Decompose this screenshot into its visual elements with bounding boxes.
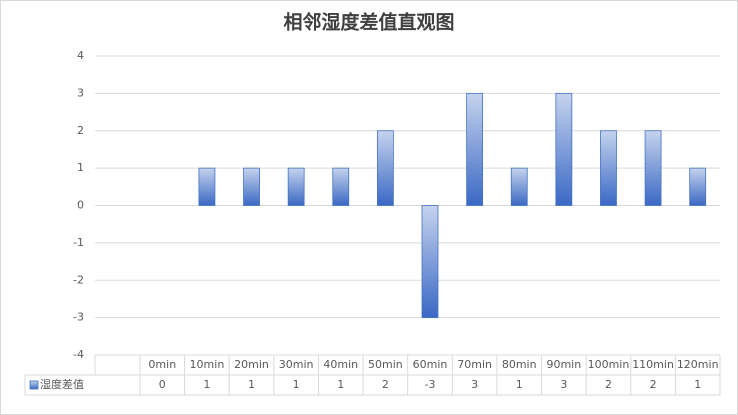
legend-key [29,380,39,390]
x-tick-label: 30min [279,358,314,371]
x-tick-label: 50min [368,358,403,371]
x-tick-label: 80min [502,358,537,371]
table-value: 3 [560,378,567,391]
y-tick-label: 1 [77,161,84,174]
x-tick-label: 70min [457,358,492,371]
bar [332,167,350,206]
table-value: -3 [425,378,436,391]
y-tick-label: 2 [77,124,84,137]
bar [466,92,484,206]
x-tick-label: 100min [588,358,630,371]
legend-label: 湿度差值 [40,377,84,391]
y-tick-label: -4 [73,348,84,361]
y-tick-label: -3 [73,311,84,324]
bar [510,167,528,206]
x-tick-label: 20min [234,358,269,371]
x-tick-label: 40min [323,358,358,371]
bar [198,167,216,206]
table-value: 1 [203,378,210,391]
bar [644,130,662,206]
y-tick-label: 0 [77,199,84,212]
chart-title: 相邻湿度差值直观图 [283,10,454,33]
table-value: 1 [694,378,701,391]
table-value: 1 [248,378,255,391]
table-value: 1 [516,378,523,391]
table-value: 0 [159,378,166,391]
x-tick-label: 0min [148,358,176,371]
table-value: 1 [337,378,344,391]
bar [287,167,305,206]
bar [555,92,573,206]
y-tick-label: 4 [77,49,84,62]
table-value: 3 [471,378,478,391]
x-tick-label: 120min [677,358,719,371]
y-tick-label: -1 [73,236,84,249]
x-tick-label: 10min [190,358,225,371]
bar [600,130,617,206]
bar [421,205,439,319]
bar [689,167,707,206]
bar [243,167,260,206]
x-tick-label: 60min [413,358,448,371]
bar [376,130,394,206]
y-tick-label: -2 [73,273,84,286]
x-tick-label: 90min [546,358,581,371]
table-value: 1 [293,378,300,391]
table-value: 2 [382,378,389,391]
table-value: 2 [605,378,612,391]
y-tick-label: 3 [77,86,84,99]
table-value: 2 [650,378,657,391]
x-tick-label: 110min [632,358,674,371]
